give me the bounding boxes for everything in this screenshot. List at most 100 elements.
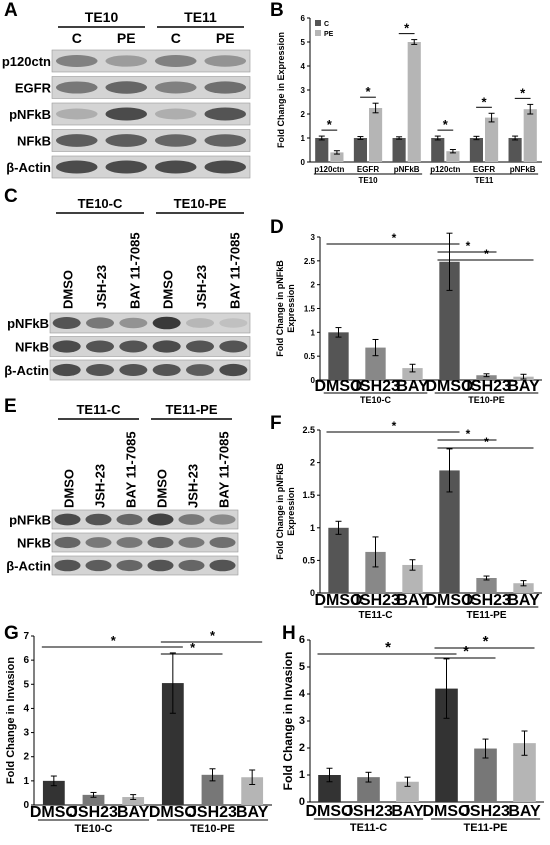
blot-band	[154, 160, 197, 174]
bar	[42, 780, 65, 805]
blot-band	[219, 318, 248, 328]
bar-pe	[485, 117, 499, 162]
blot-band	[209, 537, 236, 548]
significance-star: *	[190, 640, 196, 655]
blot-row-label: β-Actin	[6, 559, 51, 574]
blot-group-label: TE11	[184, 9, 217, 25]
blot-band	[54, 559, 81, 572]
y-tick-label: 0.5	[304, 352, 316, 361]
x-tick-label: BAY	[236, 804, 269, 821]
x-group-label: TE11-PE	[463, 822, 507, 834]
blot-band	[154, 81, 197, 94]
x-tick-label: JSH23	[351, 378, 400, 395]
y-tick-label: 3	[23, 728, 29, 739]
bar	[435, 688, 458, 802]
blot-lane-label: DMSO	[62, 469, 77, 508]
blot-lane-label: PE	[216, 30, 235, 46]
blot-band	[154, 134, 197, 147]
blot-band	[116, 513, 143, 526]
blot-band	[147, 536, 174, 549]
legend-label: C	[324, 21, 329, 28]
blot-band	[204, 134, 247, 147]
bar	[82, 794, 105, 805]
blot-band	[105, 160, 148, 174]
y-tick-label: 0	[310, 588, 315, 598]
significance-star: *	[392, 419, 397, 433]
bar	[476, 375, 497, 380]
blot-band	[54, 536, 81, 549]
bar-pe	[330, 152, 344, 162]
significance-star: *	[481, 94, 487, 109]
panel-label-c: C	[4, 186, 18, 207]
x-group-label: TE11-C	[350, 822, 387, 834]
bar	[122, 797, 145, 805]
x-tick-label: DMSO	[149, 804, 197, 821]
blot-band	[55, 55, 98, 67]
x-tick-label: BAY	[396, 592, 429, 609]
blot-band	[86, 364, 114, 376]
x-tick-label: BAY	[507, 592, 540, 609]
y-tick-label: 1	[310, 523, 315, 533]
x-tick-label: DMSO	[30, 804, 78, 821]
blot-band	[186, 318, 214, 328]
blot-lane-label: JSH-23	[194, 265, 209, 309]
bar	[328, 332, 349, 380]
y-tick-label: 1	[311, 328, 316, 337]
blot-band	[204, 107, 247, 121]
blot-band	[204, 160, 247, 174]
x-tick-label: BAY	[508, 803, 541, 820]
blot-band	[119, 317, 148, 329]
bar-pe	[369, 108, 383, 162]
blot-lane-label: DMSO	[61, 270, 76, 309]
blot-band	[178, 559, 205, 572]
y-tick-label: 2	[23, 752, 29, 763]
x-tick-label: BAY	[507, 378, 540, 395]
y-tick-label: 4	[299, 688, 306, 700]
blot-row-label: pNFkB	[9, 513, 51, 528]
blot-band	[54, 513, 81, 526]
blot-band	[55, 81, 98, 94]
panel-label-e: E	[4, 396, 17, 417]
western-blot-e: TE11-C TE11-PE DMSO JSH-23 BAY 11-7085 DMSO JS…	[6, 402, 239, 576]
blot-band	[204, 55, 247, 67]
bar	[439, 261, 460, 380]
legend-swatch	[315, 20, 321, 26]
x-tick-label: JSH23	[462, 378, 511, 395]
bar	[513, 743, 536, 802]
x-group-label: TE11-C	[359, 610, 393, 621]
y-tick-label: 2	[299, 742, 305, 754]
blot-row-label: NFkB	[17, 536, 51, 551]
significance-star: *	[520, 85, 526, 100]
blot-lane-label: JSH-23	[93, 464, 108, 508]
blot-band	[147, 559, 174, 572]
x-tick-label: EGFR	[473, 165, 495, 174]
blot-band	[85, 537, 112, 548]
blot-band	[209, 559, 236, 572]
y-tick-label: 3	[301, 86, 306, 95]
blot-band	[85, 513, 112, 526]
blot-group-label: TE11-C	[76, 402, 121, 417]
blot-lane-label: C	[72, 30, 82, 46]
bar	[241, 777, 264, 805]
x-tick-label: DMSO	[423, 803, 471, 820]
legend-label: PE	[324, 31, 334, 38]
significance-star: *	[365, 84, 371, 99]
blot-band	[119, 364, 148, 376]
y-axis-title: Fold Change in pNFkBExpression	[275, 260, 296, 357]
blot-row-label: NFkB	[15, 340, 49, 355]
bar-c	[431, 138, 445, 162]
blot-band	[116, 559, 143, 572]
panel-label-a: A	[4, 0, 18, 21]
significance-star: *	[466, 239, 471, 253]
y-axis-title: Fold Change in Expression	[276, 32, 286, 148]
bar	[357, 777, 380, 802]
blot-band	[52, 317, 81, 329]
panel-label-h: H	[282, 623, 296, 644]
blot-row-label: NFkB	[17, 134, 51, 149]
bar	[402, 564, 423, 593]
bar	[402, 368, 423, 380]
blot-band	[55, 108, 98, 120]
blot-band	[55, 134, 98, 147]
bar	[201, 774, 224, 805]
